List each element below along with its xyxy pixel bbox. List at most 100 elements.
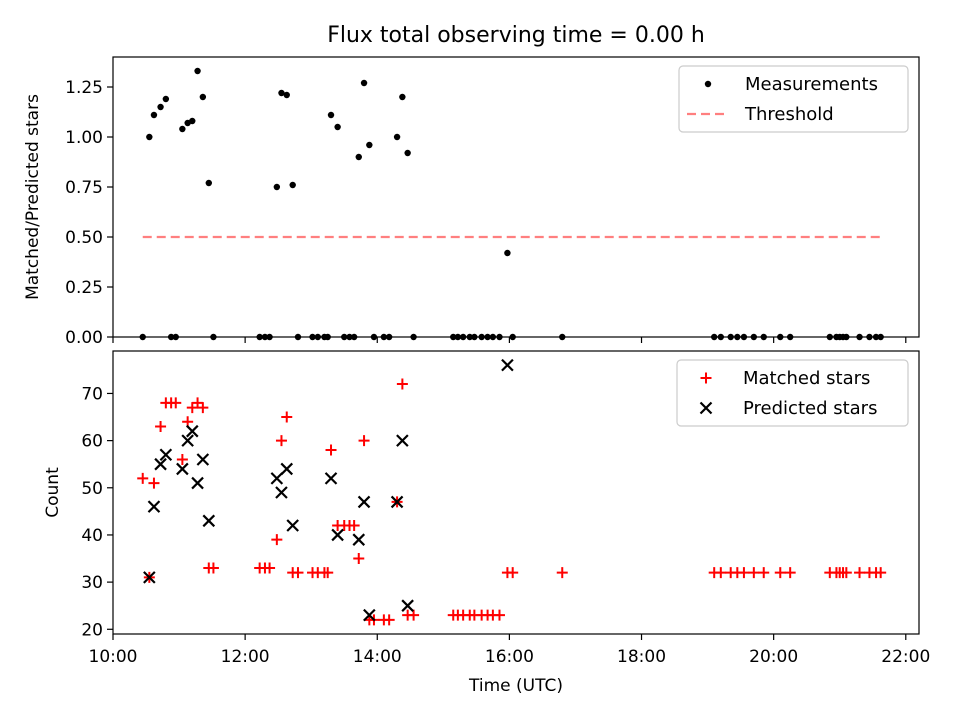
measurement-point [350, 333, 358, 341]
y-tick-label: 60 [81, 432, 103, 452]
measurement-point [450, 333, 457, 341]
measurement-point [189, 117, 196, 125]
measurement-point [366, 141, 373, 149]
predicted-star-point [357, 495, 371, 509]
y-tick-label: 30 [81, 573, 103, 593]
matched-star-point [738, 567, 750, 579]
x-tick-label: 10:00 [89, 647, 138, 667]
predicted-star-point [143, 571, 156, 584]
measurement-point [194, 67, 201, 75]
matched-star-point [264, 562, 276, 574]
matched-star-point [348, 520, 360, 532]
measurement-point [504, 249, 511, 257]
measurement-point [399, 93, 406, 101]
matched-star-point [176, 453, 188, 465]
measurement-point [370, 333, 378, 341]
matched-star-point [507, 567, 519, 579]
measurement-point [717, 333, 725, 341]
matched-star-point [840, 567, 852, 579]
matched-star-point [715, 567, 727, 579]
measurement-point [355, 153, 362, 161]
measurement-point [710, 333, 718, 341]
measurement-point [167, 333, 175, 341]
measurement-point [509, 333, 516, 341]
matched-star-point [556, 567, 568, 579]
matched-star-point [408, 609, 420, 621]
measurement-point [559, 333, 566, 341]
predicted-star-point [191, 476, 204, 490]
measurement-point [734, 333, 741, 341]
measurement-point [199, 93, 207, 101]
matched-star-point [271, 534, 283, 546]
predicted-star-point [159, 448, 173, 462]
matched-star-point [186, 402, 198, 414]
top-panel: 0.00 0.25 0.50 0.75 1.00 1.25 Matched/Predicte… [23, 56, 920, 348]
matched-star-point [875, 567, 887, 579]
y-tick-label: 0.75 [65, 178, 103, 198]
measurement-point [856, 333, 863, 341]
predicted-star-point [186, 424, 199, 438]
matched-star-point [292, 567, 304, 579]
matched-star-point [197, 402, 209, 414]
measurement-point [380, 333, 388, 341]
measurement-point [489, 333, 497, 341]
legend-measurement-swatch [704, 80, 712, 88]
measurement-point [826, 333, 834, 341]
legend-predicted-swatch [699, 401, 713, 415]
measurement-point [454, 333, 462, 341]
measurement-point [360, 79, 368, 87]
y-tick-label: 70 [81, 384, 103, 404]
x-tick-label: 18:00 [617, 647, 666, 667]
measurement-point [205, 179, 212, 187]
measurement-point [777, 333, 784, 341]
measurement-point [459, 333, 467, 341]
legend-label: Matched stars [743, 368, 870, 389]
predicted-star-point [154, 457, 167, 471]
y-tick-label: 50 [81, 479, 103, 499]
y-tick-label: 0.25 [65, 278, 103, 298]
measurement-point [273, 183, 281, 191]
measurement-point [727, 333, 734, 341]
measurement-point [278, 89, 285, 97]
measurement-point [346, 333, 353, 341]
measurement-point [146, 133, 153, 141]
matched-star-point [396, 378, 408, 390]
measurement-point [385, 333, 393, 341]
x-tick-label: 22:00 [881, 647, 930, 667]
measurement-point [471, 333, 478, 341]
x-axis-label: Time (UTC) [468, 676, 563, 696]
matched-star-point [275, 435, 287, 447]
y-tick-label: 40 [81, 526, 103, 546]
predicted-star-point [147, 500, 161, 513]
matched-star-point [784, 567, 796, 579]
measurement-point [484, 333, 491, 341]
plot-frame [112, 350, 920, 635]
matched-star-point [281, 411, 293, 423]
measurement-point [750, 333, 758, 341]
measurement-point [334, 123, 341, 131]
matched-star-point [758, 567, 770, 579]
matched-star-point [207, 562, 219, 574]
matched-star-point [493, 609, 505, 621]
predicted-star-point [275, 486, 288, 499]
matched-star-point [358, 435, 370, 447]
measurement-point [478, 333, 485, 341]
measurement-point [179, 125, 186, 133]
measurement-point [294, 333, 302, 341]
measurement-point [314, 333, 322, 341]
measurement-point [786, 333, 794, 341]
matched-star-point [148, 477, 160, 489]
predicted-star-point [363, 608, 376, 622]
y-axis-label: Matched/Predicted stars [23, 94, 43, 300]
measurement-point [150, 111, 158, 119]
predicted-star-point [286, 519, 299, 532]
measurement-point [162, 95, 170, 103]
y-tick-label: 1.25 [65, 78, 103, 98]
measurement-point [157, 103, 164, 111]
matched-star-point [748, 567, 760, 579]
predicted-star-point [390, 495, 404, 509]
measurement-point [877, 333, 884, 341]
chart-title: Flux total observing time = 0.00 h [327, 23, 705, 48]
predicted-star-point [196, 453, 210, 466]
